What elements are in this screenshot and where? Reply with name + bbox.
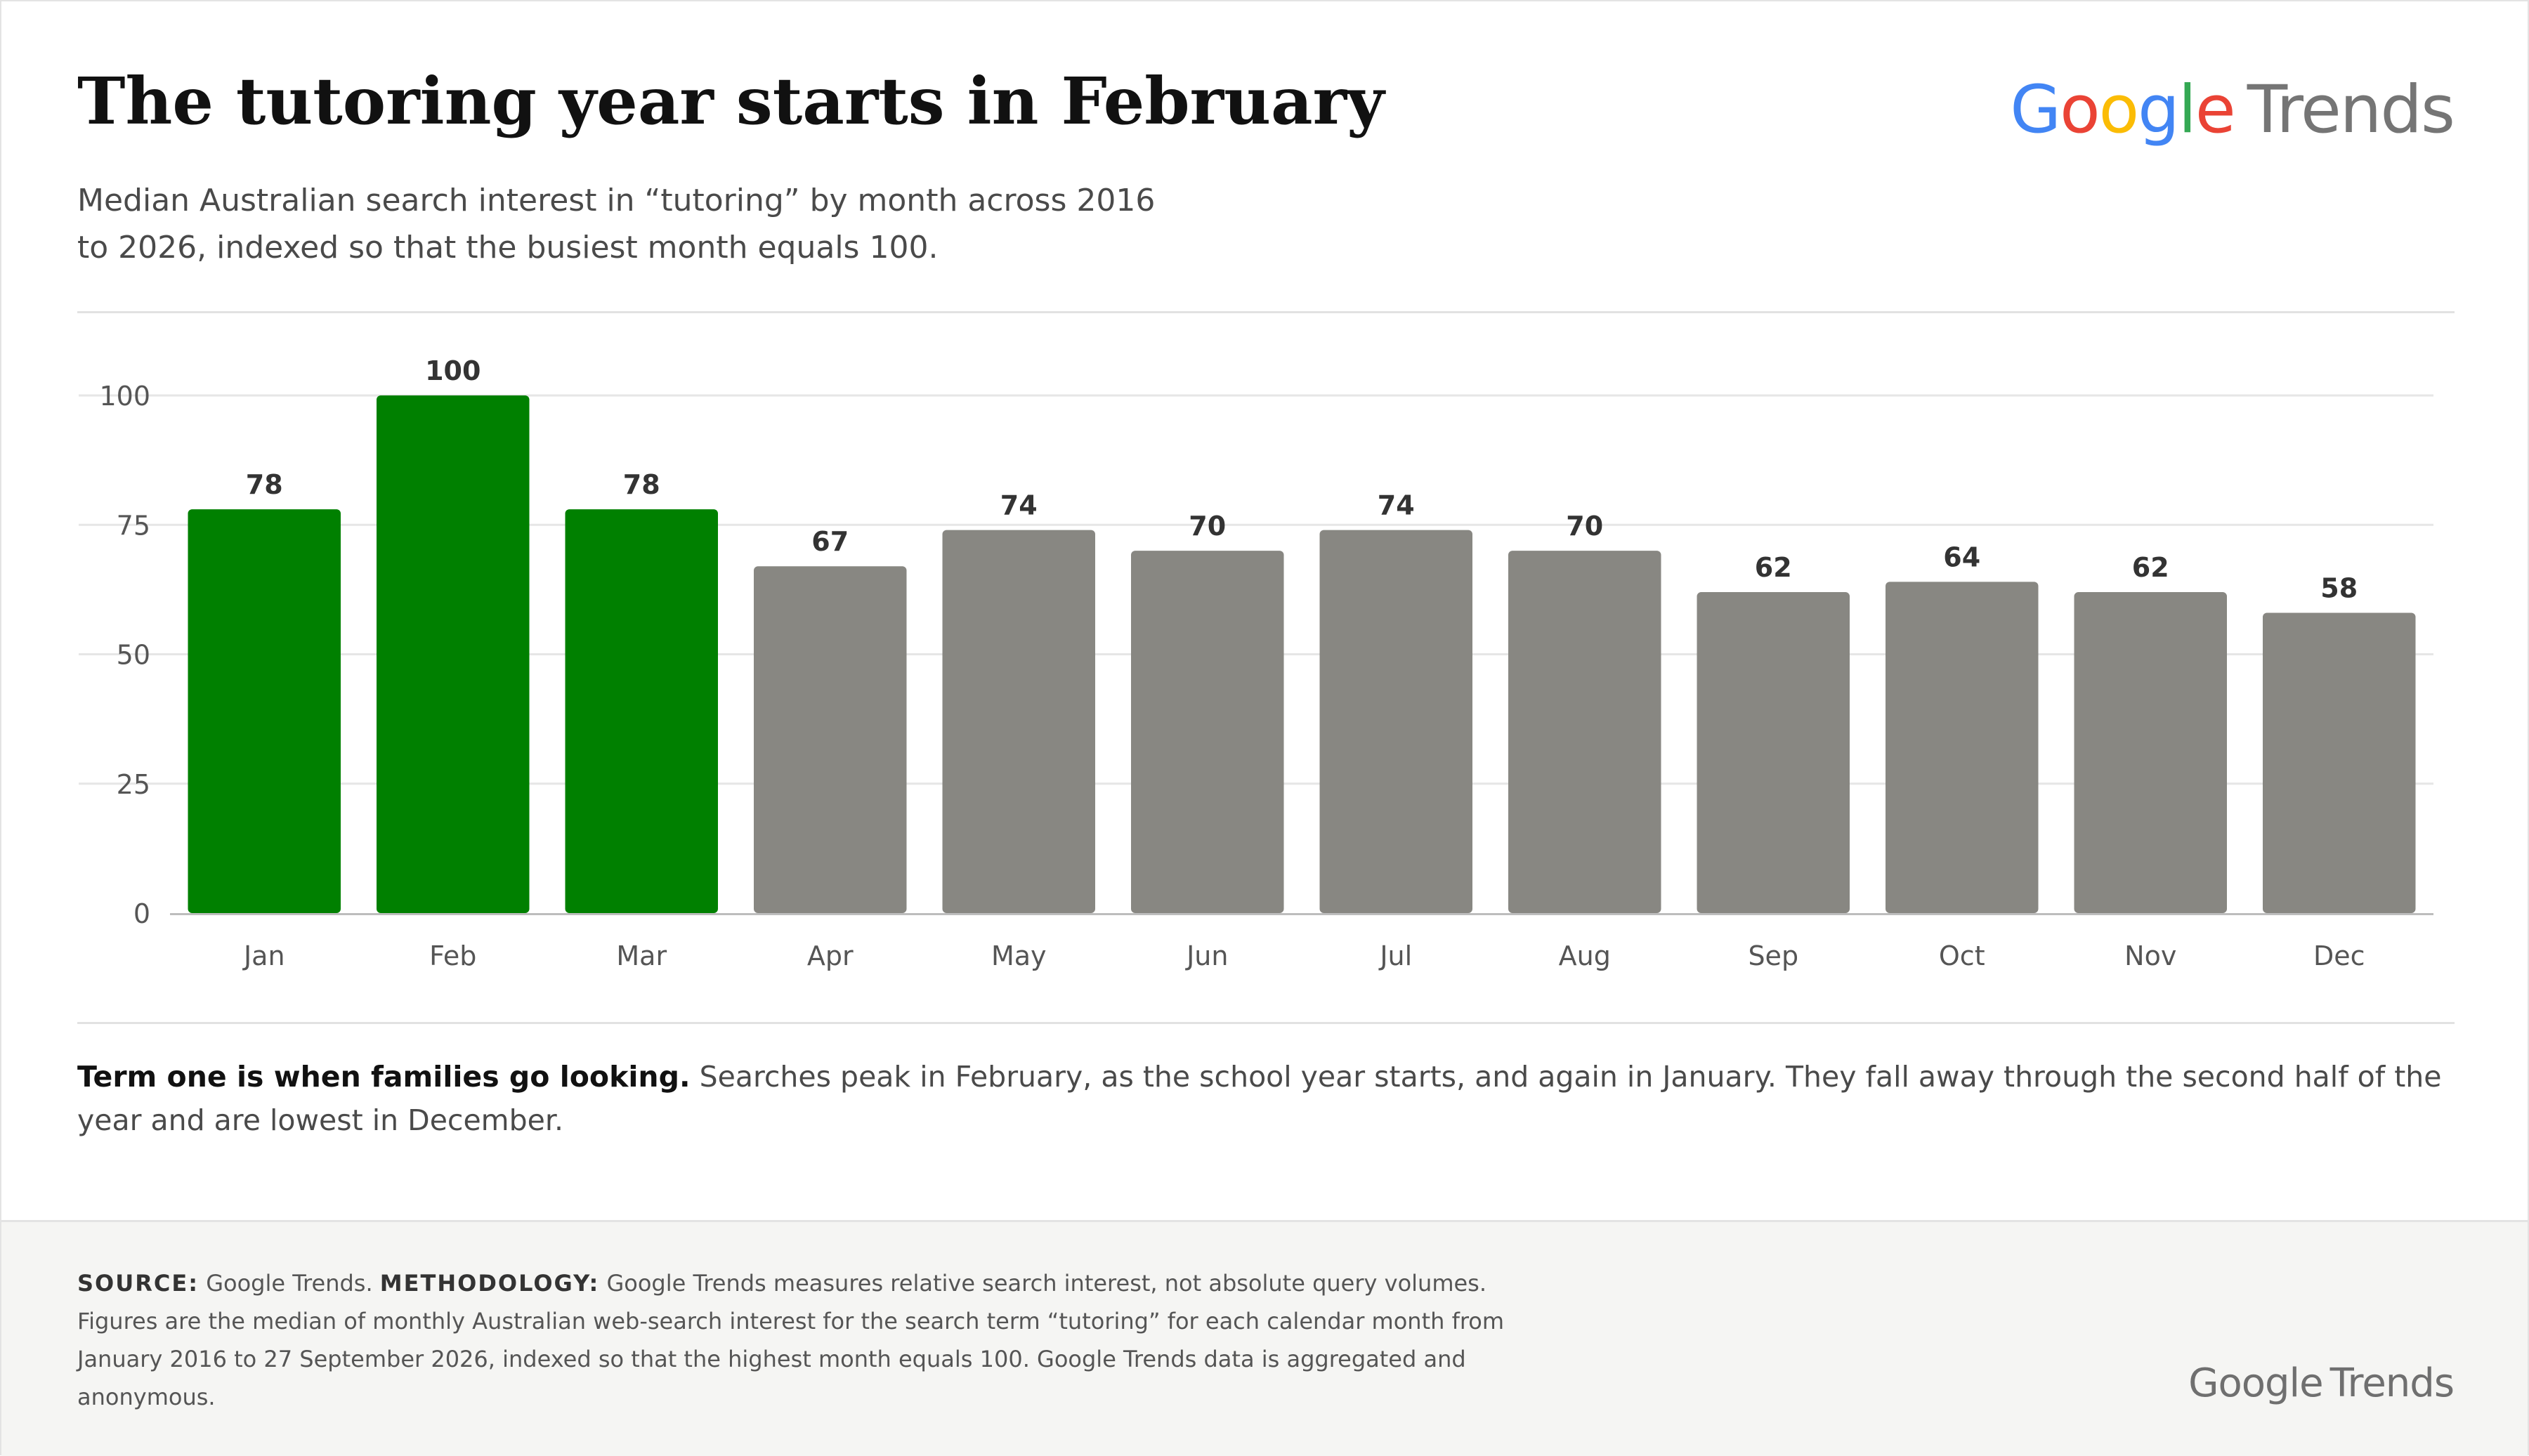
- divider-top: [77, 311, 2455, 313]
- bar-may: [942, 530, 1095, 913]
- bar-jul: [1319, 530, 1472, 913]
- bars: [188, 395, 2416, 913]
- y-tick-label: 75: [117, 510, 150, 541]
- logo-footer-brand: G: [2188, 1360, 2218, 1406]
- page-title: The tutoring year starts in February: [77, 63, 1385, 139]
- y-tick-label: 0: [133, 898, 150, 929]
- x-tick-label: Feb: [429, 940, 476, 971]
- page-subtitle: Median Australian search interest in “tu…: [77, 183, 1156, 265]
- caption-body: Searches peak in February, as the school…: [77, 1060, 2442, 1137]
- methodology-text: Google Trends measures relative search i…: [77, 1270, 1505, 1410]
- logo-footer-product: Trends: [2329, 1360, 2455, 1406]
- y-tick-label: 50: [117, 640, 150, 671]
- x-tick-label: Jul: [1378, 940, 1412, 971]
- logo-footer-brand-3: o: [2241, 1360, 2266, 1406]
- bar-oct: [1886, 582, 2039, 913]
- bar-chart: 0 25 50 75 100 78 100 78 67 74 70 74 70 62 64 62 58 Jan…: [79, 355, 2433, 971]
- x-tick-label: Jan: [242, 940, 285, 971]
- logo-letter-g2: g: [2138, 72, 2180, 148]
- y-tick-label: 25: [117, 769, 150, 800]
- data-label: 100: [425, 355, 481, 386]
- bar-jan: [188, 509, 341, 913]
- bar-feb: [377, 395, 530, 913]
- data-labels: 78 100 78 67 74 70 74 70 62 64 62 58: [246, 355, 2358, 604]
- logo-product: Trends: [2247, 72, 2455, 148]
- bar-apr: [754, 566, 907, 913]
- source-text: Google Trends.: [199, 1270, 380, 1297]
- x-tick-label: May: [991, 940, 1047, 971]
- logo-letter-o2: o: [2098, 72, 2139, 148]
- logo-footer-brand-6: e: [2299, 1360, 2323, 1406]
- bar-nov: [2074, 592, 2227, 913]
- data-label: 70: [1189, 511, 1226, 542]
- x-tick-label: Jun: [1185, 940, 1228, 971]
- data-label: 67: [811, 526, 849, 557]
- data-label: 62: [2132, 552, 2169, 583]
- methodology-note: SOURCE: Google Trends. METHODOLOGY: Goog…: [77, 1264, 1567, 1416]
- bar-mar: [565, 509, 718, 913]
- x-tick-label: Aug: [1559, 940, 1611, 971]
- logo-footer-brand-2: o: [2218, 1360, 2242, 1406]
- footer: SOURCE: Google Trends. METHODOLOGY: Goog…: [1, 1220, 2528, 1456]
- bar-dec: [2263, 612, 2416, 913]
- logo-footer-brand-4: g: [2265, 1360, 2290, 1406]
- x-tick-label: Apr: [807, 940, 854, 971]
- x-tick-label: Sep: [1748, 940, 1798, 971]
- x-tick-label: Nov: [2124, 940, 2176, 971]
- data-label: 64: [1943, 542, 1980, 572]
- divider-bottom: [77, 1022, 2455, 1024]
- data-label: 78: [623, 469, 660, 500]
- methodology-label: METHODOLOGY:: [379, 1270, 600, 1297]
- source-label: SOURCE:: [77, 1270, 200, 1297]
- google-trends-logo-footer: Google Trends: [2188, 1360, 2455, 1406]
- x-tick-label: Oct: [1939, 940, 1985, 971]
- google-trends-logo: Google Trends: [2010, 72, 2455, 148]
- data-label: 74: [1000, 490, 1038, 521]
- y-axis-ticks: 0 25 50 75 100: [99, 381, 150, 929]
- logo-letter-g: G: [2010, 72, 2061, 148]
- y-tick-label: 100: [99, 381, 150, 412]
- bar-jun: [1131, 551, 1284, 913]
- x-tick-label: Mar: [616, 940, 667, 971]
- data-label: 74: [1378, 490, 1415, 521]
- x-tick-label: Dec: [2313, 940, 2365, 971]
- data-label: 62: [1755, 552, 1792, 583]
- chart-caption: Term one is when families go looking. Se…: [77, 1055, 2455, 1142]
- bar-sep: [1697, 592, 1850, 913]
- logo-footer-brand-5: l: [2289, 1360, 2301, 1406]
- logo-letter-l: l: [2178, 72, 2197, 148]
- data-label: 70: [1566, 511, 1603, 542]
- caption-lead: Term one is when families go looking.: [77, 1060, 691, 1094]
- bar-aug: [1508, 551, 1661, 913]
- data-label: 58: [2320, 573, 2358, 604]
- x-axis-ticks: Jan Feb Mar Apr May Jun Jul Aug Sep Oct Nov Dec: [242, 940, 2365, 971]
- logo-letter-o1: o: [2060, 72, 2100, 148]
- data-label: 78: [246, 469, 283, 500]
- logo-letter-e: e: [2195, 72, 2236, 148]
